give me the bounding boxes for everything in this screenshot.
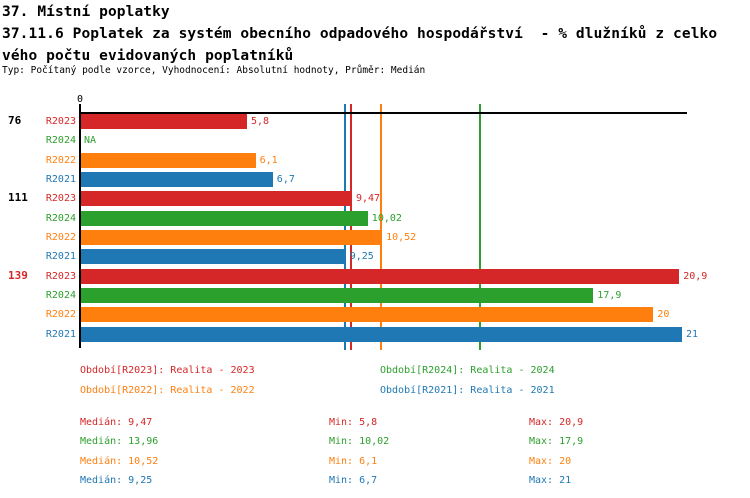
bar-r2021 (81, 326, 682, 342)
x-axis-zero-label: 0 (76, 94, 84, 105)
stat-max: Max: 20,9 (529, 417, 584, 428)
stat-min: Min: 6,7 (329, 474, 378, 486)
bar-r2024 (81, 287, 594, 303)
median-line-r2021 (344, 104, 346, 350)
stat-median: Medián: 9,47 (80, 417, 153, 428)
bar-value-label: 6,1 (259, 154, 278, 166)
stats-row: Medián: 13,96 Min: 10,02 Max: 17,9 (80, 436, 709, 455)
page-subtitle-line2: vého počtu evidovaných poplatníků (2, 48, 294, 64)
bar-value-label: 9,47 (356, 193, 381, 205)
y-axis-line (79, 104, 81, 348)
bar-r2021 (81, 249, 346, 265)
bar-value-label: 10,02 (371, 212, 402, 224)
series-row-label: R2022 (45, 154, 76, 166)
bar-value-label: 20 (657, 309, 670, 321)
legend-item: Období[R2024]: Realita - 2024 (380, 365, 555, 376)
stat-median: Medián: 13,96 (80, 436, 159, 448)
group-label-139: 139 (8, 268, 28, 282)
stat-max: Max: 20 (529, 455, 572, 467)
median-line-r2022 (380, 104, 382, 350)
stat-min: Min: 5,8 (329, 417, 378, 428)
bar-value-label: 20,9 (683, 270, 708, 282)
bar-value-label: 6,7 (276, 173, 295, 185)
chart-legend: Období[R2023]: Realita - 2023 Období[R20… (80, 365, 680, 405)
bar-value-label: 5,8 (251, 116, 270, 127)
stats-row: Medián: 9,47 Min: 5,8 Max: 20,9 (80, 417, 709, 436)
stats-row: Medián: 9,25 Min: 6,7 Max: 21 (80, 475, 709, 494)
stats-row: Medián: 10,52 Min: 6,1 Max: 20 (80, 456, 709, 475)
bar-r2023 (81, 114, 247, 129)
page-subtitle-line1: 37.11.6 Poplatek za systém obecního odpa… (2, 26, 718, 42)
bar-r2021 (81, 171, 273, 187)
legend-item: Období[R2021]: Realita - 2021 (380, 385, 555, 396)
series-row-label: R2021 (45, 251, 76, 263)
legend-item: Období[R2022]: Realita - 2022 (80, 385, 255, 396)
series-row-label: R2021 (45, 173, 76, 185)
series-row-label: R2022 (45, 231, 76, 243)
stats-table: Medián: 9,47 Min: 5,8 Max: 20,9 Medián: … (80, 417, 709, 494)
group-label-76: 76 (8, 114, 22, 127)
bar-r2023 (81, 191, 352, 207)
stat-median: Medián: 9,25 (80, 474, 153, 486)
median-line-r2023 (350, 104, 352, 350)
stat-max: Max: 17,9 (529, 436, 584, 448)
bar-r2022 (81, 307, 654, 323)
bar-r2023 (81, 268, 680, 284)
x-axis-line (79, 112, 687, 114)
series-row-label: R2023 (45, 270, 76, 282)
group-label-111: 111 (8, 191, 28, 205)
stat-median: Medián: 10,52 (80, 455, 159, 467)
series-row-label: R2023 (45, 193, 76, 205)
bar-value-label: 17,9 (597, 289, 622, 301)
median-line-r2024 (479, 104, 481, 350)
bar-value-label: 9,25 (349, 251, 374, 263)
indicator-meta-line: Typ: Počítaný podle vzorce, Vyhodnocení:… (2, 65, 426, 76)
series-row-label: R2021 (45, 328, 76, 340)
legend-item: Období[R2023]: Realita - 2023 (80, 365, 255, 376)
bar-value-label: 10,52 (386, 231, 417, 243)
page-title: 37. Místní poplatky (2, 4, 170, 20)
bar-r2024 (81, 210, 368, 226)
bar-r2022 (81, 229, 383, 245)
series-row-label: R2023 (45, 116, 76, 127)
series-row-label: R2024 (45, 212, 76, 224)
stat-min: Min: 6,1 (329, 455, 378, 467)
bar-value-label: 21 (686, 328, 699, 340)
bar-r2022 (81, 152, 256, 168)
stat-max: Max: 21 (529, 474, 572, 486)
series-row-label: R2024 (45, 135, 76, 147)
bar-value-label: NA (84, 135, 97, 147)
series-row-label: R2022 (45, 309, 76, 321)
series-row-label: R2024 (45, 289, 76, 301)
stat-min: Min: 10,02 (329, 436, 390, 448)
